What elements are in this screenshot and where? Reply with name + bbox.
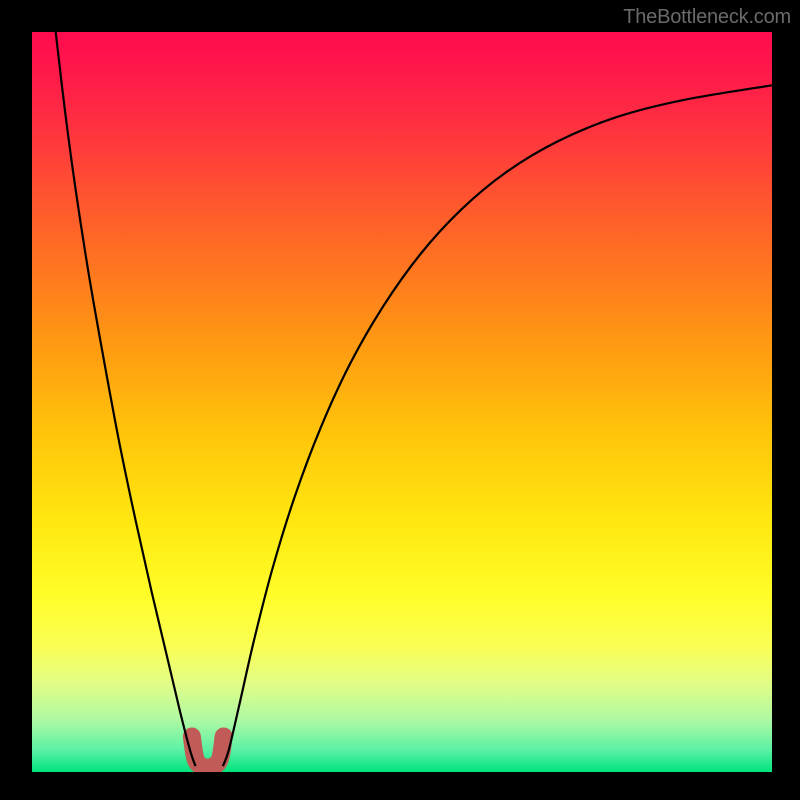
plot-area [32, 32, 772, 772]
watermark-text: TheBottleneck.com [623, 6, 791, 29]
figure-canvas: TheBottleneck.com [0, 0, 800, 800]
curve-overlay [32, 32, 772, 772]
valley-marker-blob [192, 736, 224, 767]
curve-left-branch [56, 32, 196, 766]
curve-right-branch [223, 85, 772, 766]
